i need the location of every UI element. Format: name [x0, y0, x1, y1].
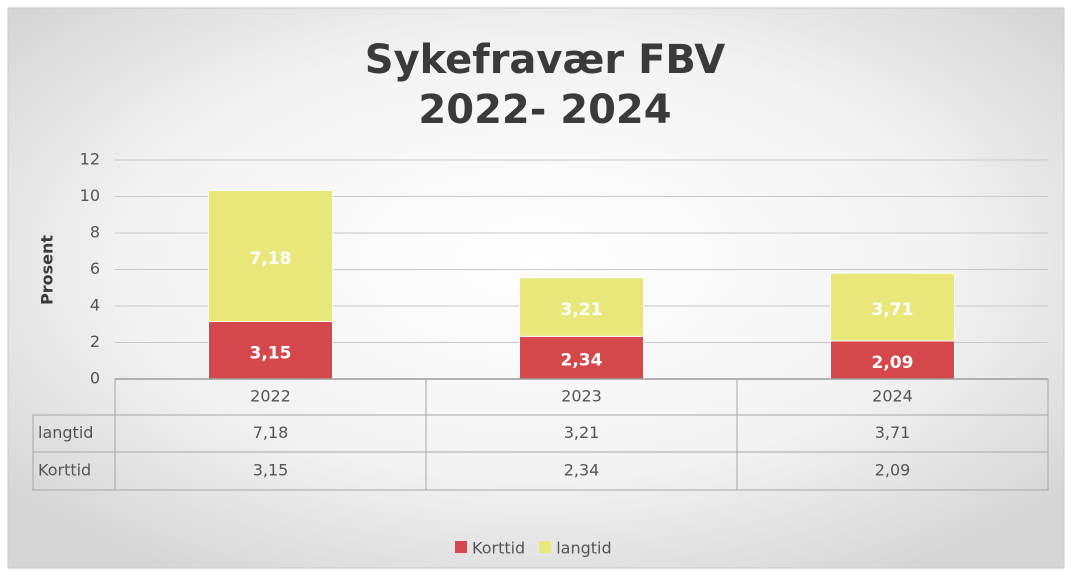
data-label: 2,34: [561, 351, 603, 371]
x-tick-label: 2023: [561, 387, 602, 406]
y-tick-label: 2: [90, 332, 100, 351]
legend-swatch: [455, 541, 467, 553]
data-label: 3,15: [250, 343, 292, 363]
table-cell: 7,18: [253, 423, 289, 442]
y-tick-label: 10: [80, 186, 100, 205]
table-cell: 3,15: [253, 461, 289, 480]
table-cell: 3,71: [875, 423, 911, 442]
table-row-label: langtid: [38, 423, 93, 442]
data-label: 7,18: [250, 249, 292, 269]
x-tick-label: 2024: [872, 387, 913, 406]
table-cell: 3,21: [564, 423, 600, 442]
bar-segment: [519, 277, 644, 337]
table-row-label: Korttid: [38, 461, 91, 480]
data-label: 3,71: [872, 300, 914, 320]
bar-segment: [208, 189, 333, 323]
data-label: 2,09: [872, 353, 914, 373]
legend-label: Korttid: [472, 539, 525, 558]
legend-label: langtid: [556, 539, 611, 558]
y-tick-label: 8: [90, 223, 100, 242]
y-tick-label: 0: [90, 369, 100, 388]
bar-segment: [519, 335, 644, 380]
bar-segment: [830, 340, 955, 380]
legend-swatch: [539, 541, 552, 553]
table-cell: 2,09: [875, 461, 911, 480]
chart-title: 2022- 2024: [418, 87, 671, 133]
table-cell: 2,34: [564, 461, 600, 480]
y-axis-label: Prosent: [38, 235, 57, 305]
y-tick-label: 6: [90, 259, 100, 278]
y-tick-label: 4: [90, 296, 100, 315]
bar-segment: [208, 321, 333, 380]
chart-title: Sykefravær FBV: [365, 37, 725, 83]
data-label: 3,21: [561, 300, 603, 320]
x-tick-label: 2022: [250, 387, 291, 406]
bar-segment: [830, 272, 955, 342]
y-tick-label: 12: [80, 150, 100, 169]
